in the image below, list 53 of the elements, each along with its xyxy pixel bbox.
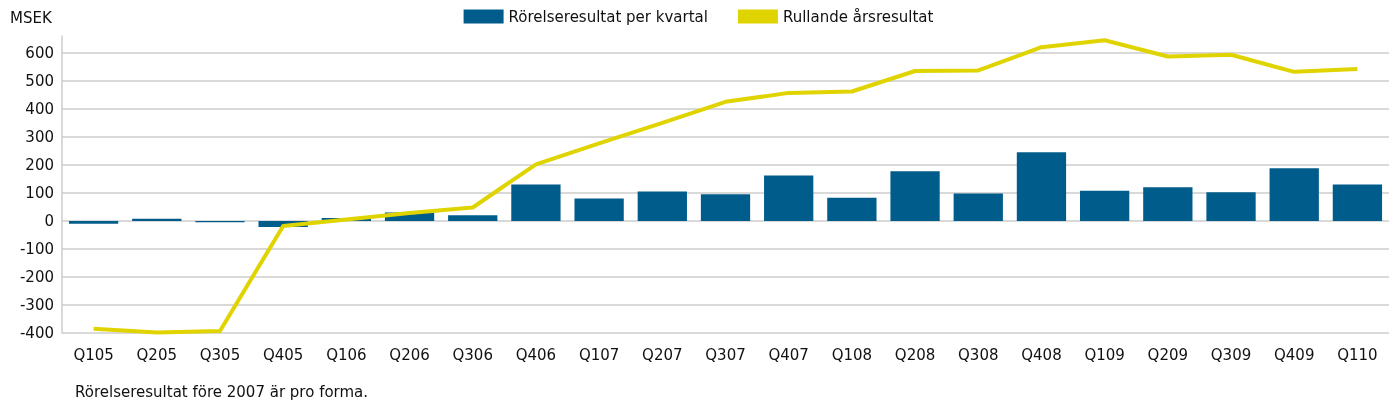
y-tick-label: 200 <box>25 155 54 174</box>
text: Rörelseresultat före 2007 är pro forma. <box>75 382 369 401</box>
x-tick-label: Q206 <box>389 345 430 364</box>
x-tick-label: Q110 <box>1337 345 1378 364</box>
x-tick-label: Q207 <box>642 345 683 364</box>
x-tick-label: Q309 <box>1210 345 1252 364</box>
y-tick-label: 500 <box>25 71 54 90</box>
y-tick-label: -100 <box>19 239 54 258</box>
bar <box>1206 192 1256 221</box>
bar <box>700 194 751 221</box>
bar <box>1269 168 1319 221</box>
x-tick-label: Q307 <box>705 345 746 364</box>
line-series <box>91 38 1360 335</box>
y-axis-title: MSEK <box>10 8 53 27</box>
x-tick-label: Q406 <box>515 345 557 364</box>
x-tick-label: Q107 <box>578 345 620 364</box>
x-tick-label: Q405 <box>262 345 304 364</box>
x-tick-label: Q408 <box>1021 345 1062 364</box>
legend-label: Rullande årsresultat <box>782 7 934 26</box>
y-tick-label: 0 <box>44 211 54 230</box>
bar <box>637 191 687 221</box>
y-tick-label: 300 <box>25 127 54 146</box>
x-tick-label: Q305 <box>199 345 241 364</box>
x-tick-label: Q109 <box>1084 345 1125 364</box>
bar <box>1143 187 1193 221</box>
x-tick-label: Q108 <box>831 345 873 364</box>
y-tick-label: -400 <box>19 324 54 342</box>
y-tick-label: 400 <box>25 99 54 118</box>
bar <box>827 197 877 221</box>
x-tick-label: Q306 <box>452 345 493 364</box>
bar <box>764 175 814 221</box>
bar <box>68 220 119 224</box>
x-tick-label: Q308 <box>958 345 999 364</box>
x-tick-label: Q105 <box>73 345 114 364</box>
y-tick-label: -300 <box>19 295 54 314</box>
bar <box>574 198 624 221</box>
y-tick-label: 600 <box>25 43 54 62</box>
x-tick-label: Q205 <box>136 345 177 364</box>
x-tick-label: Q409 <box>1274 345 1315 364</box>
x-tick-label: Q208 <box>894 345 936 364</box>
bar <box>511 184 561 221</box>
x-tick-label: Q106 <box>326 345 367 364</box>
legend-label: Rörelseresultat per kvartal <box>508 7 708 26</box>
bar <box>1080 190 1130 221</box>
bar <box>1016 152 1067 221</box>
y-tick-label: 100 <box>25 183 54 202</box>
x-tick-label: Q407 <box>768 345 809 364</box>
bar <box>1332 184 1383 221</box>
y-tick-label: -200 <box>19 267 54 286</box>
bar <box>890 171 940 221</box>
bar <box>448 215 498 221</box>
bar <box>953 193 1003 221</box>
x-tick-label: Q209 <box>1147 345 1189 364</box>
